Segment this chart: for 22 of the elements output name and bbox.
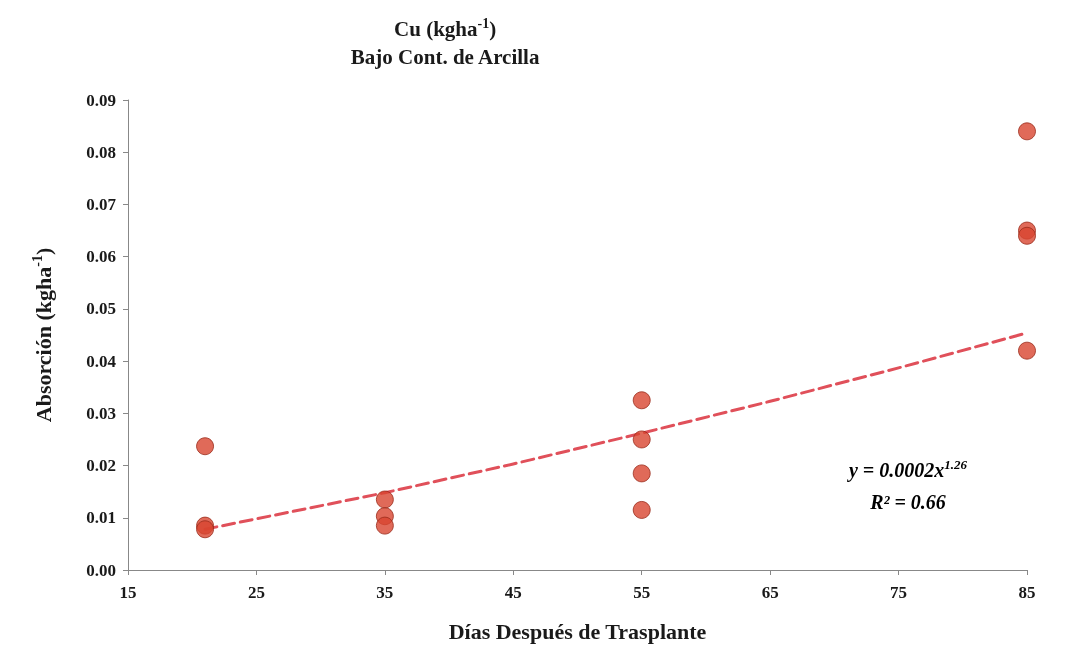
x-tick-label: 75 (890, 583, 908, 602)
y-tick-label: 0.04 (86, 351, 117, 371)
y-tick-label: 0.09 (86, 90, 116, 110)
x-axis-title: Días Después de Trasplante (448, 618, 707, 644)
x-tick-label: 55 (633, 583, 651, 602)
y-tick-label: 0.01 (86, 508, 116, 528)
y-tick-label: 0.02 (86, 456, 116, 476)
x-tick-label: 65 (761, 583, 779, 602)
chart-subtitle: Bajo Cont. de Arcilla (350, 45, 540, 69)
y-tick-label: 0.05 (86, 299, 116, 319)
x-tick-label: 45 (504, 583, 522, 602)
y-axis-title: Absorción (kgha-1) (29, 247, 56, 423)
x-tick-label: 15 (119, 583, 137, 602)
y-tick-label: 0.03 (86, 403, 116, 423)
y-tick-label: 0.08 (86, 142, 116, 162)
y-tick-label: 0.06 (86, 247, 116, 267)
x-tick-label: 25 (247, 583, 265, 602)
annotation: R² = 0.66 (869, 491, 946, 513)
x-tick-label: 85 (1018, 583, 1036, 602)
x-tick-label: 35 (376, 583, 394, 602)
y-tick-label: 0.07 (86, 194, 117, 214)
y-tick-label: 0.00 (86, 560, 116, 580)
